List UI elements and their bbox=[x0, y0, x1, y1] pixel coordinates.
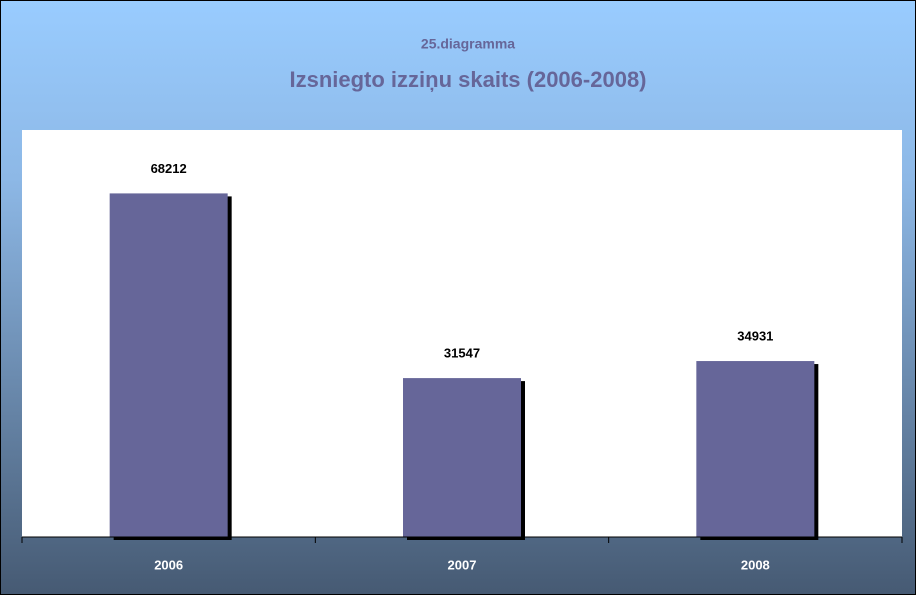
chart-title: Izsniegto izziņu skaits (2006-2008) bbox=[289, 67, 646, 92]
bar bbox=[403, 378, 521, 537]
x-tick-label: 2006 bbox=[154, 557, 183, 572]
bar bbox=[696, 361, 815, 537]
data-label: 31547 bbox=[444, 346, 480, 361]
data-label: 68212 bbox=[151, 161, 187, 176]
data-label: 34931 bbox=[737, 328, 773, 343]
chart-subtitle: 25.diagramma bbox=[421, 36, 515, 52]
bar bbox=[109, 193, 228, 537]
x-tick-label: 2007 bbox=[448, 557, 477, 572]
x-tick-label: 2008 bbox=[741, 557, 770, 572]
